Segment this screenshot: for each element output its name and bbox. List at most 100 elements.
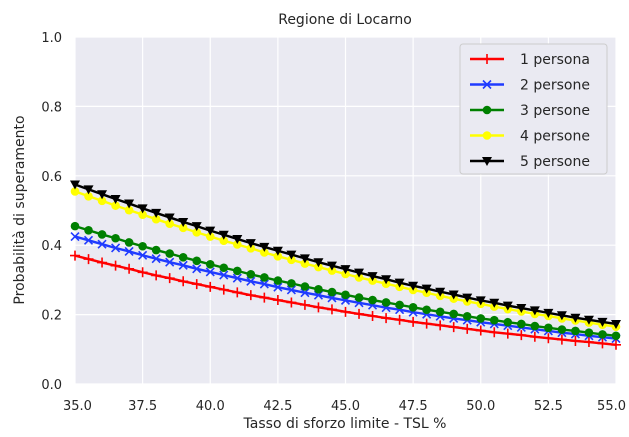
- data-point: [84, 225, 93, 235]
- y-tick-label: 0.6: [41, 170, 62, 185]
- data-point: [299, 299, 310, 310]
- data-point: [408, 281, 419, 291]
- data-point: [381, 275, 392, 285]
- x-tick-label: 37.5: [128, 399, 157, 414]
- data-point: [124, 199, 135, 209]
- data-point: [326, 261, 337, 271]
- data-point: [205, 226, 216, 236]
- legend-marker: [482, 157, 492, 166]
- chart-title: Regione di Locarno: [278, 12, 412, 28]
- data-point: [205, 259, 215, 269]
- data-point: [192, 256, 202, 266]
- legend-marker: [482, 54, 492, 64]
- x-tick-label: 40.0: [196, 399, 225, 414]
- y-tick-label: 1.0: [41, 31, 62, 46]
- data-point: [124, 246, 134, 257]
- data-point: [70, 180, 80, 190]
- data-point: [259, 242, 270, 252]
- data-point: [178, 217, 189, 227]
- data-point: [367, 310, 378, 321]
- data-point: [462, 293, 473, 303]
- data-point: [205, 267, 215, 277]
- data-point: [83, 254, 94, 265]
- data-point: [326, 304, 337, 315]
- data-point: [151, 208, 162, 218]
- data-point: [341, 290, 350, 300]
- data-point: [517, 319, 526, 329]
- data-point: [476, 314, 486, 323]
- legend-marker: [482, 105, 492, 115]
- data-point: [97, 230, 107, 239]
- data-point: [84, 191, 93, 201]
- data-point: [611, 339, 621, 350]
- data-point: [556, 334, 567, 345]
- data-point: [164, 273, 175, 284]
- legend-box: [459, 43, 608, 175]
- data-point: [97, 196, 107, 206]
- x-tick-label: 45.0: [331, 399, 360, 414]
- data-point: [475, 296, 486, 306]
- data-point: [529, 306, 540, 316]
- data-point: [449, 309, 459, 319]
- data-point: [313, 258, 324, 268]
- data-point: [192, 228, 202, 237]
- data-point: [286, 285, 296, 295]
- data-point: [421, 284, 432, 294]
- data-point: [435, 307, 445, 317]
- data-point: [611, 331, 621, 341]
- y-tick-labels: 0.0 0.2 0.4 0.6 0.8 1.0: [41, 31, 62, 393]
- data-point: [462, 323, 473, 334]
- data-point: [178, 260, 188, 270]
- data-point: [151, 254, 161, 264]
- data-point: [124, 238, 134, 247]
- data-point: [394, 314, 405, 325]
- data-point: [597, 317, 608, 327]
- series-1: [70, 250, 621, 350]
- data-point: [300, 259, 310, 268]
- legend-label: 5 persone: [520, 154, 590, 170]
- data-point: [97, 257, 108, 268]
- data-point: [137, 267, 148, 278]
- data-point: [219, 263, 229, 273]
- x-tick-label: 52.5: [534, 399, 563, 414]
- y-tick-label: 0.2: [41, 309, 62, 324]
- data-point: [286, 250, 297, 260]
- data-point: [218, 284, 229, 295]
- data-point: [246, 270, 256, 279]
- data-point: [584, 328, 594, 337]
- data-point: [421, 318, 432, 329]
- data-point: [97, 190, 108, 200]
- data-point: [327, 287, 337, 297]
- data-point: [435, 287, 446, 297]
- data-point: [70, 221, 80, 231]
- data-point: [191, 222, 202, 232]
- data-point: [151, 245, 161, 255]
- data-point: [367, 272, 378, 282]
- data-point: [544, 323, 553, 333]
- data-point: [260, 248, 269, 257]
- data-point: [70, 231, 80, 242]
- data-point: [205, 281, 216, 292]
- data-point: [151, 270, 162, 281]
- data-point: [448, 290, 459, 300]
- data-point: [70, 187, 80, 196]
- data-point: [219, 236, 229, 245]
- data-point: [138, 210, 147, 219]
- data-point: [368, 295, 377, 305]
- data-point: [503, 317, 513, 327]
- data-point: [192, 264, 202, 274]
- data-point: [178, 223, 188, 233]
- data-point: [300, 288, 310, 298]
- data-point: [422, 305, 431, 315]
- legend-item-4: 4 persone: [470, 129, 590, 145]
- x-tick-label: 42.5: [263, 399, 292, 414]
- legend-item-3: 3 persone: [470, 103, 590, 119]
- legend: 1 persona 2 persone 3 persone 4 persone 5 pe…: [459, 43, 608, 175]
- data-point: [448, 322, 459, 333]
- data-point: [246, 276, 256, 286]
- data-point: [178, 276, 189, 287]
- data-point: [314, 284, 323, 294]
- y-axis-label: Probabilità di superamento: [12, 115, 28, 304]
- legend-label: 3 persone: [520, 103, 590, 119]
- data-point: [259, 292, 270, 303]
